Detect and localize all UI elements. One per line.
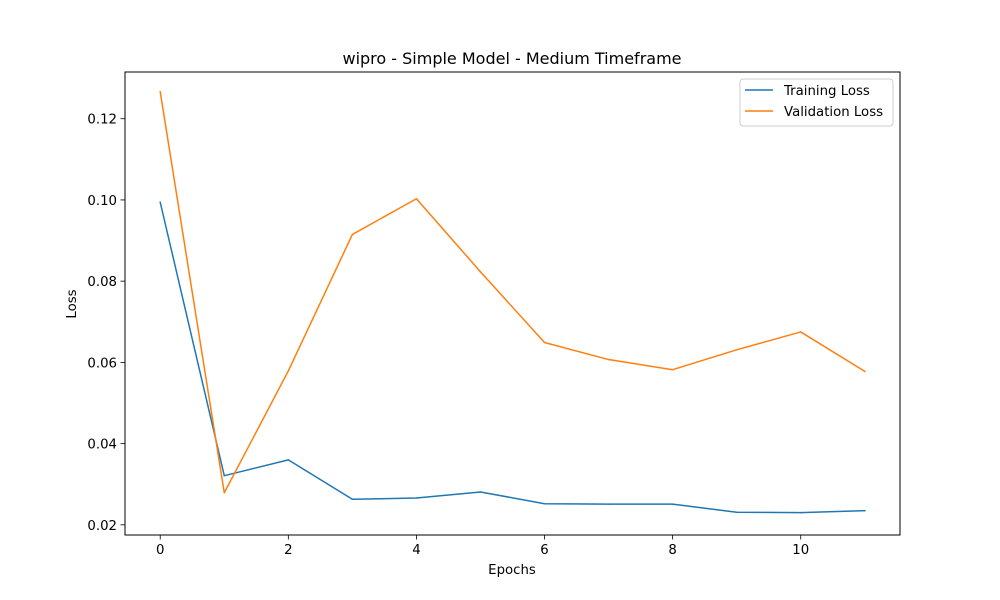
data-point-validation-loss xyxy=(799,331,802,333)
plot-frame xyxy=(124,71,901,536)
y-tick-label: 0.06 xyxy=(87,356,117,371)
data-point-validation-loss xyxy=(223,492,226,494)
data-point-training-loss xyxy=(479,491,482,493)
data-point-validation-loss xyxy=(415,197,418,200)
data-point-training-loss xyxy=(735,511,738,514)
data-point-training-loss xyxy=(351,498,354,501)
x-tick-label: 0 xyxy=(156,543,164,558)
x-tick-label: 6 xyxy=(540,543,548,558)
data-point-validation-loss xyxy=(287,370,290,372)
x-tick-label: 4 xyxy=(412,543,420,558)
y-tick-label: 0.02 xyxy=(87,519,117,534)
data-point-training-loss xyxy=(159,201,161,204)
series-line-validation-loss xyxy=(159,91,866,494)
series-line-training-loss xyxy=(159,201,866,514)
data-point-validation-loss xyxy=(351,233,354,236)
data-point-training-loss xyxy=(415,497,418,499)
data-point-training-loss xyxy=(223,474,226,477)
legend-box xyxy=(739,78,894,127)
series-lines xyxy=(159,91,866,514)
data-point-validation-loss xyxy=(864,370,866,373)
legend-label-validation: Validation Loss xyxy=(784,105,883,120)
data-point-validation-loss xyxy=(735,349,738,351)
x-tick-label: 10 xyxy=(792,543,809,558)
data-point-training-loss xyxy=(287,459,290,461)
x-tick-label: 2 xyxy=(284,543,292,558)
data-point-training-loss xyxy=(864,509,866,512)
data-point-validation-loss xyxy=(543,341,546,344)
y-axis-title: Loss xyxy=(65,289,80,318)
data-point-validation-loss xyxy=(671,368,674,371)
y-tick-label: 0.12 xyxy=(87,113,117,128)
y-tick-label: 0.10 xyxy=(87,194,117,209)
data-point-validation-loss xyxy=(159,91,161,93)
legend-label-training: Training Loss xyxy=(783,84,870,99)
y-tick-label: 0.08 xyxy=(87,275,117,290)
data-point-validation-loss xyxy=(479,271,482,273)
y-axis: 0.02 0.04 0.06 0.08 0.10 0.12 xyxy=(87,113,125,534)
x-axis: 0 2 4 6 8 10 xyxy=(156,535,809,558)
x-tick-label: 8 xyxy=(668,543,676,558)
x-axis-title: Epochs xyxy=(488,563,536,578)
legend: Training Loss Validation Loss xyxy=(739,78,894,127)
data-point-training-loss xyxy=(799,511,802,514)
plot-area xyxy=(124,71,901,536)
data-point-training-loss xyxy=(607,503,610,505)
data-point-validation-loss xyxy=(607,358,610,361)
data-point-training-loss xyxy=(543,502,546,505)
chart-title: wipro - Simple Model - Medium Timeframe xyxy=(342,49,681,68)
data-point-training-loss xyxy=(671,503,674,505)
y-tick-label: 0.04 xyxy=(87,438,117,453)
